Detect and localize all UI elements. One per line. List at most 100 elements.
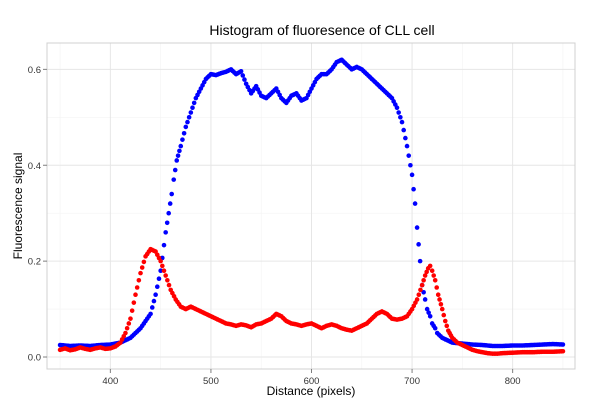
data-point xyxy=(175,153,181,158)
data-point xyxy=(422,273,428,278)
x-tick-label: 700 xyxy=(404,376,420,387)
data-point xyxy=(191,100,197,106)
data-point xyxy=(416,242,421,247)
data-point xyxy=(408,162,413,168)
x-tick-label: 800 xyxy=(505,376,521,387)
data-point xyxy=(439,306,445,312)
data-point xyxy=(426,310,431,315)
data-point xyxy=(163,230,168,235)
data-point xyxy=(134,285,140,290)
data-point xyxy=(161,242,167,248)
chart-title: Histogram of fluoresence of CLL cell xyxy=(209,22,434,38)
data-point xyxy=(432,325,438,331)
data-point xyxy=(177,148,182,154)
data-point xyxy=(401,127,406,133)
data-point xyxy=(417,258,423,264)
data-point xyxy=(188,110,194,115)
data-point xyxy=(411,186,416,192)
plot-panel-border xyxy=(46,42,576,370)
data-point xyxy=(441,312,447,318)
data-point xyxy=(180,137,185,142)
data-point xyxy=(181,130,187,136)
data-point xyxy=(560,342,566,347)
data-point xyxy=(149,305,155,310)
data-point xyxy=(174,158,180,163)
data-point xyxy=(419,282,425,288)
data-point xyxy=(158,258,163,264)
data-point xyxy=(438,301,444,307)
y-tick-label: 0.2 xyxy=(28,257,41,268)
data-point xyxy=(158,268,163,274)
data-point xyxy=(414,297,420,302)
data-point xyxy=(123,330,128,336)
data-point xyxy=(136,278,142,283)
data-point xyxy=(418,287,423,293)
data-point xyxy=(154,284,160,290)
data-point xyxy=(412,201,418,206)
data-point xyxy=(444,323,450,329)
series-2 xyxy=(57,246,566,356)
data-point xyxy=(560,348,566,354)
data-point xyxy=(139,265,145,270)
data-point xyxy=(178,143,184,149)
x-tick-label: 400 xyxy=(102,376,118,387)
data-point xyxy=(429,268,435,274)
x-axis-label: Distance (pixels) xyxy=(267,384,356,398)
data-point xyxy=(414,225,420,230)
data-points xyxy=(57,57,566,356)
data-point xyxy=(165,278,170,283)
data-point xyxy=(427,313,433,319)
data-point xyxy=(404,143,410,149)
data-point xyxy=(242,77,247,82)
data-point xyxy=(183,124,189,130)
data-point xyxy=(190,105,195,111)
data-point xyxy=(421,289,426,295)
data-point xyxy=(172,167,178,173)
data-point xyxy=(421,278,426,283)
data-point xyxy=(163,273,168,278)
data-point xyxy=(399,119,405,125)
grid-lines xyxy=(47,43,575,369)
data-point xyxy=(431,273,436,278)
data-point xyxy=(138,270,143,276)
data-point xyxy=(128,316,133,321)
data-point xyxy=(133,292,138,297)
data-point xyxy=(238,68,244,74)
data-point xyxy=(166,210,171,216)
y-tick-label: 0.4 xyxy=(28,161,41,172)
y-tick-label: 0.6 xyxy=(28,65,41,76)
data-point xyxy=(424,269,429,275)
data-point xyxy=(416,292,422,297)
data-point xyxy=(156,276,162,282)
tick-labels: 400 500 600 700 800 0.0 0.2 0.4 0.6 xyxy=(28,65,521,387)
data-point xyxy=(124,325,130,331)
data-point xyxy=(141,259,147,265)
data-point xyxy=(129,308,135,313)
data-point xyxy=(166,282,172,288)
data-point xyxy=(164,220,170,226)
data-point xyxy=(126,321,132,326)
data-point xyxy=(186,115,192,120)
data-point xyxy=(437,297,442,302)
data-point xyxy=(434,285,440,290)
data-point xyxy=(396,110,401,115)
y-axis-label: Fluorescence signal xyxy=(11,153,25,260)
data-point xyxy=(240,73,246,78)
data-point xyxy=(406,153,412,158)
data-point xyxy=(422,297,428,302)
data-point xyxy=(167,201,173,206)
data-point xyxy=(424,306,430,312)
axis-ticks xyxy=(43,68,514,373)
data-point xyxy=(403,135,408,141)
data-point xyxy=(161,268,167,274)
x-tick-label: 600 xyxy=(304,376,320,387)
data-point xyxy=(131,300,137,305)
data-point xyxy=(394,105,400,111)
y-tick-label: 0.0 xyxy=(28,353,41,364)
data-point xyxy=(442,318,448,324)
data-point xyxy=(435,292,441,297)
data-point xyxy=(185,119,190,125)
data-point xyxy=(171,177,177,182)
data-point xyxy=(160,263,165,269)
